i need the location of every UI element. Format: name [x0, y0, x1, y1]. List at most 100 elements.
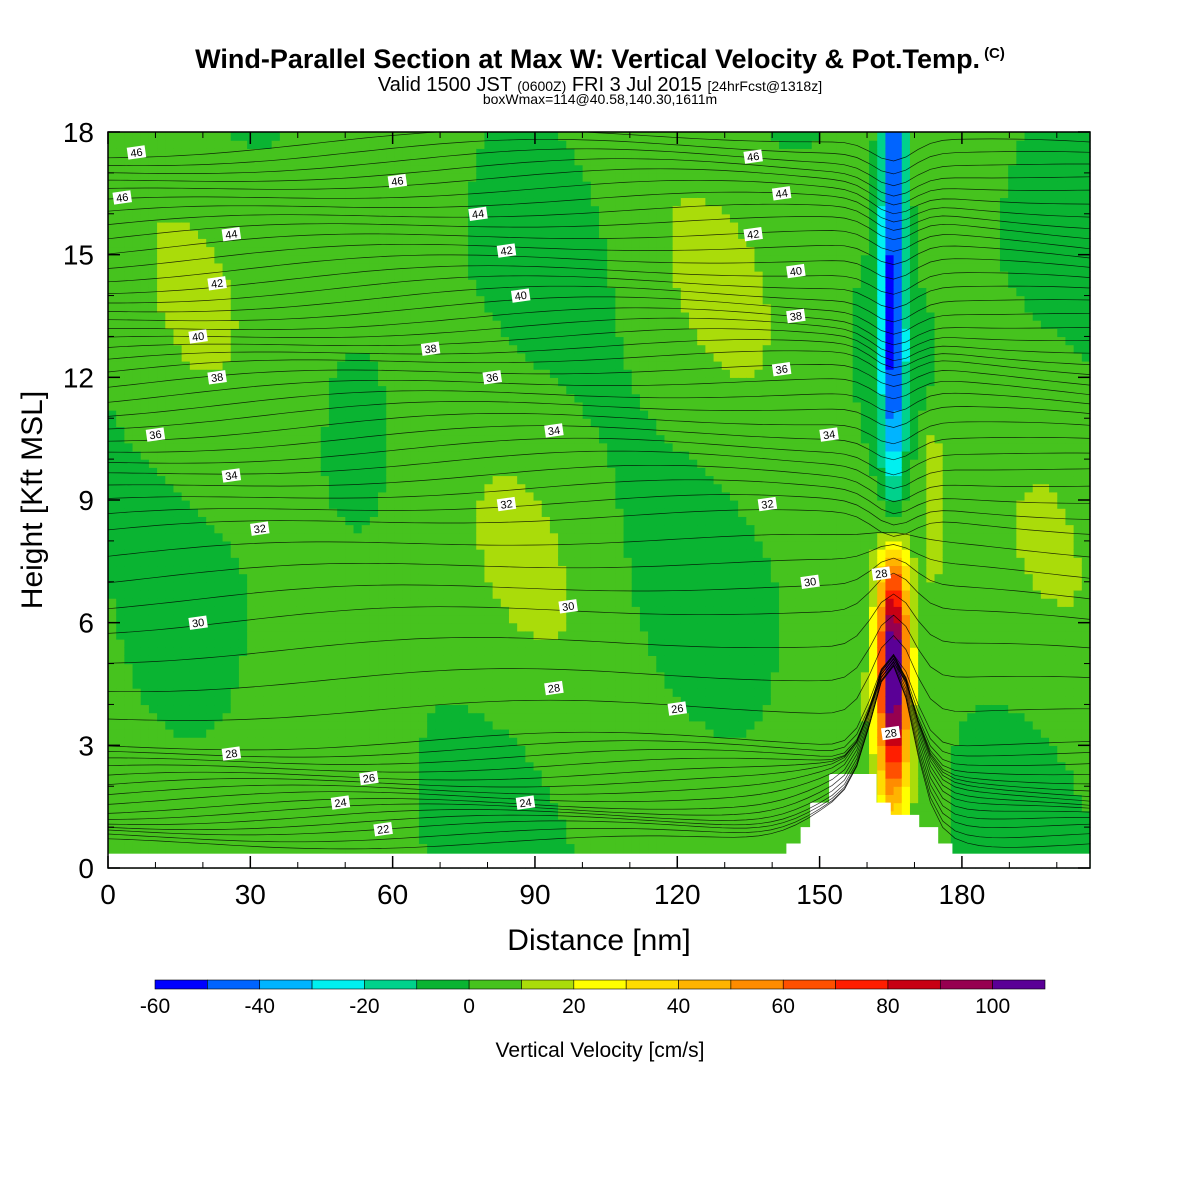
velocity-cell [157, 745, 166, 755]
velocity-cell [279, 148, 289, 158]
velocity-cell [459, 483, 469, 493]
velocity-cell [288, 549, 297, 558]
velocity-cell [492, 761, 502, 771]
velocity-cell [451, 679, 461, 689]
velocity-cell [222, 320, 232, 329]
velocity-cell [320, 557, 330, 567]
velocity-cell [312, 181, 322, 190]
velocity-cell [353, 352, 363, 362]
velocity-cell [525, 287, 535, 297]
velocity-cell [165, 303, 175, 313]
velocity-cell [402, 287, 412, 297]
velocity-cell [451, 802, 461, 812]
velocity-cell [459, 614, 469, 624]
velocity-cell [337, 164, 346, 174]
velocity-cell [222, 581, 232, 591]
velocity-cell [402, 221, 412, 231]
velocity-cell [116, 393, 125, 403]
velocity-cell [214, 516, 224, 526]
velocity-cell [271, 557, 281, 567]
velocity-cell [402, 769, 412, 779]
velocity-cell [508, 189, 518, 199]
velocity-cell [148, 810, 158, 820]
velocity-cell [140, 205, 150, 215]
velocity-cell [361, 197, 371, 207]
velocity-cell [361, 622, 371, 632]
velocity-cell [361, 630, 371, 640]
velocity-cell [173, 712, 183, 722]
velocity-cell [394, 540, 404, 550]
velocity-cell [255, 794, 265, 804]
velocity-cell [328, 557, 338, 567]
velocity-cell [247, 271, 256, 280]
velocity-cell [435, 688, 445, 697]
velocity-cell [304, 262, 314, 272]
velocity-cell [255, 491, 265, 501]
velocity-cell [230, 303, 240, 313]
velocity-cell [517, 712, 526, 722]
velocity-cell [255, 753, 265, 763]
velocity-cell [492, 589, 502, 599]
velocity-cell [189, 352, 199, 362]
velocity-cell [484, 254, 494, 264]
velocity-cell [288, 434, 297, 444]
velocity-cell [148, 279, 158, 288]
velocity-cell [263, 663, 273, 673]
velocity-cell [328, 532, 338, 542]
velocity-cell [386, 606, 396, 616]
velocity-cell [492, 213, 502, 223]
velocity-cell [345, 271, 355, 280]
velocity-cell [189, 630, 199, 640]
velocity-cell [198, 720, 207, 730]
velocity-cell [165, 786, 175, 795]
velocity-cell [533, 565, 543, 575]
velocity-cell [247, 532, 256, 542]
velocity-cell [386, 761, 396, 771]
velocity-cell [230, 140, 240, 149]
velocity-cell [173, 148, 183, 158]
velocity-cell [304, 197, 314, 207]
velocity-cell [304, 549, 314, 558]
velocity-cell [508, 704, 518, 714]
velocity-cell [435, 737, 445, 746]
velocity-cell [337, 696, 346, 706]
velocity-cell [443, 818, 453, 828]
velocity-cell [214, 786, 224, 795]
velocity-cell [353, 246, 363, 256]
velocity-cell [533, 385, 543, 395]
velocity-cell [328, 761, 338, 771]
velocity-cell [369, 614, 379, 624]
velocity-cell [304, 140, 314, 149]
velocity-cell [140, 483, 150, 493]
velocity-cell [345, 655, 355, 665]
velocity-cell [157, 311, 166, 321]
velocity-cell [353, 181, 363, 190]
velocity-cell [116, 598, 125, 607]
velocity-cell [148, 352, 158, 362]
velocity-cell [394, 516, 404, 526]
velocity-cell [541, 344, 551, 354]
velocity-cell [247, 213, 256, 223]
velocity-cell [247, 311, 256, 321]
velocity-cell [320, 164, 330, 174]
velocity-cell [198, 295, 207, 305]
velocity-cell [378, 311, 387, 321]
velocity-cell [533, 450, 543, 460]
velocity-cell [386, 450, 396, 460]
velocity-cell [451, 156, 461, 166]
velocity-cell [173, 704, 183, 714]
velocity-cell [263, 311, 273, 321]
velocity-cell [198, 279, 207, 288]
velocity-cell [558, 696, 567, 706]
velocity-cell [410, 287, 420, 297]
velocity-cell [206, 385, 215, 395]
velocity-cell [345, 336, 355, 346]
velocity-cell [517, 336, 526, 346]
velocity-cell [181, 769, 191, 779]
velocity-cell [435, 753, 445, 763]
velocity-cell [353, 189, 363, 199]
velocity-cell [222, 491, 232, 501]
velocity-cell [525, 164, 535, 174]
velocity-cell [508, 172, 518, 182]
velocity-cell [173, 467, 183, 477]
